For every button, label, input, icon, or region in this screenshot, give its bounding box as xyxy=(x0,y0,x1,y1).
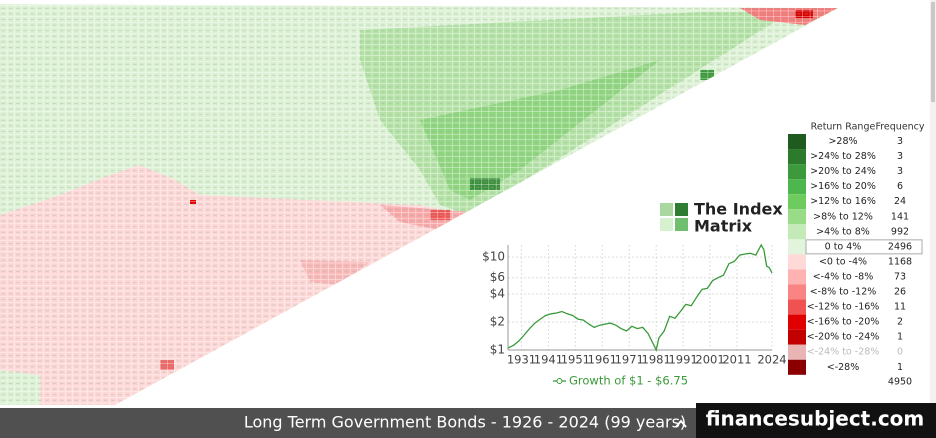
y-tick-label: $1 xyxy=(490,343,505,357)
frequency: 3 xyxy=(897,151,903,162)
frequency: 26 xyxy=(894,287,906,298)
x-tick-label: 1981 xyxy=(642,353,671,367)
range-label: <-8% to -12% xyxy=(810,287,877,298)
table-header: Frequency xyxy=(875,122,924,133)
range-label: >4% to 8% xyxy=(816,226,870,237)
frequency: 11 xyxy=(894,302,906,313)
range-label: >8% to 12% xyxy=(813,211,873,222)
range-label: <0 to -4% xyxy=(819,256,867,267)
x-tick-label: 1951 xyxy=(561,353,590,367)
table-bg xyxy=(786,118,928,376)
range-label: >16% to 20% xyxy=(810,181,876,192)
logo: The Index Matrix xyxy=(660,200,783,236)
x-tick-label: 1961 xyxy=(588,353,617,367)
range-swatch xyxy=(788,194,806,210)
range-label: <-24% to -28% xyxy=(807,347,880,358)
range-label: <-28% xyxy=(827,362,860,373)
y-tick-label: $6 xyxy=(490,270,505,284)
range-swatch xyxy=(788,344,806,360)
row-highlight xyxy=(805,239,923,255)
frequency: 0 xyxy=(897,347,903,358)
range-label: <-4% to -8% xyxy=(813,271,874,282)
footer-title[interactable]: Long Term Government Bonds - 1926 - 2024… xyxy=(244,413,686,432)
range-label: >28% xyxy=(828,136,857,147)
scrollbar[interactable] xyxy=(930,0,936,408)
range-label: >20% to 24% xyxy=(810,166,876,177)
x-tick-label: 1941 xyxy=(534,353,563,367)
expand-icon[interactable] xyxy=(675,419,687,428)
range-swatch xyxy=(788,164,806,180)
growth-line xyxy=(507,243,773,352)
frequency: 73 xyxy=(894,271,906,282)
y-tick-label: $4 xyxy=(490,287,505,301)
frequency: 992 xyxy=(891,226,909,237)
range-label: <-16% to -20% xyxy=(807,317,880,328)
frequency: 1168 xyxy=(888,256,912,267)
range-swatch xyxy=(788,134,806,150)
frequency: 1 xyxy=(897,362,903,373)
frequency: 24 xyxy=(894,196,906,207)
range-swatch xyxy=(788,149,806,165)
range-swatch xyxy=(788,254,806,270)
frequency: 6 xyxy=(897,181,903,192)
range-label: <-12% to -16% xyxy=(807,302,880,313)
x-tick-label: 1971 xyxy=(615,353,644,367)
y-tick-label: $10 xyxy=(482,250,505,264)
range-label: 0 to 4% xyxy=(825,241,862,252)
frequency: 3 xyxy=(897,136,903,147)
total: 4950 xyxy=(888,377,912,388)
frequency: 2 xyxy=(897,317,903,328)
range-swatch xyxy=(788,359,806,375)
range-swatch xyxy=(788,239,806,255)
watermark: financesubject.com xyxy=(706,407,925,431)
frequency: 141 xyxy=(891,211,909,222)
range-swatch xyxy=(788,299,806,315)
range-label: >12% to 16% xyxy=(810,196,876,207)
x-tick-label: 2011 xyxy=(722,353,751,367)
range-swatch xyxy=(788,314,806,330)
x-tick-label: 2024 xyxy=(757,353,786,367)
range-swatch xyxy=(788,209,806,225)
range-swatch xyxy=(788,284,806,300)
frequency: 2496 xyxy=(888,241,912,252)
range-label: >24% to 28% xyxy=(810,151,876,162)
x-tick-label: 2001 xyxy=(695,353,724,367)
chart-panel xyxy=(470,240,780,392)
y-tick-label: $2 xyxy=(490,315,505,329)
watermark-box xyxy=(696,403,936,438)
range-swatch xyxy=(788,269,806,285)
legend-label: Growth of $1 - $6.75 xyxy=(569,374,688,388)
logo-text: Matrix xyxy=(694,217,753,236)
return-table: Return Range Frequency >28% 3 >24% to 28% 3 >2… xyxy=(786,118,928,388)
range-swatch xyxy=(788,329,806,345)
frequency: 1 xyxy=(897,332,903,343)
frequency: 3 xyxy=(897,166,903,177)
legend-marker xyxy=(556,378,563,384)
x-tick-label: 1991 xyxy=(668,353,697,367)
logo-text: The Index xyxy=(694,200,783,219)
table-header: Return Range xyxy=(811,122,876,133)
range-swatch xyxy=(788,179,806,195)
range-label: <-20% to -24% xyxy=(807,332,880,343)
scroll-thumb[interactable] xyxy=(931,2,935,102)
range-swatch xyxy=(788,224,806,240)
x-tick-label: 1931 xyxy=(507,353,536,367)
